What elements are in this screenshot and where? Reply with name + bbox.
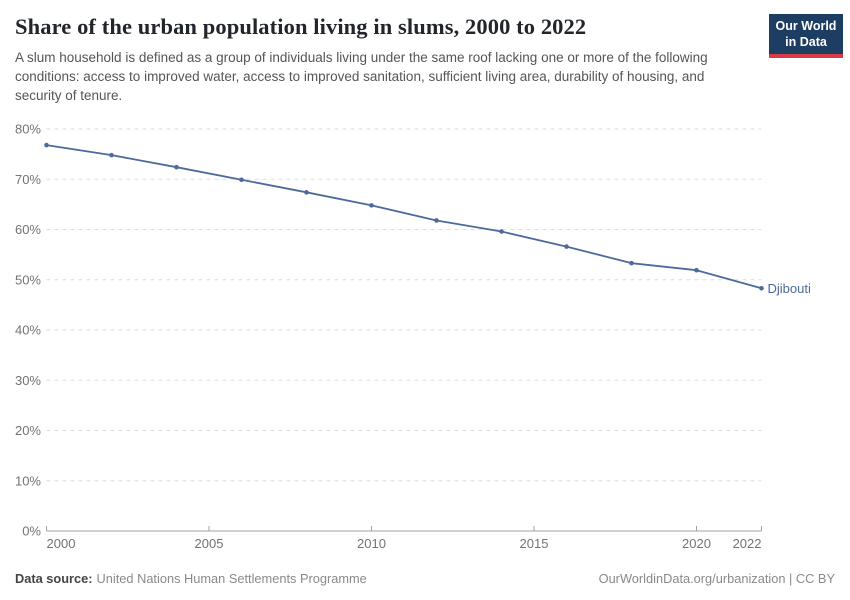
data-point: [239, 177, 244, 183]
data-point: [694, 267, 699, 273]
y-tick-label: 10%: [15, 473, 41, 488]
data-source: Data source: United Nations Human Settlem…: [15, 571, 367, 586]
y-tick-label: 20%: [15, 423, 41, 438]
y-tick-label: 40%: [15, 323, 41, 338]
series-line: [45, 144, 763, 290]
owid-logo-line1: Our World: [775, 19, 837, 33]
owid-logo-line2: in Data: [785, 34, 827, 49]
data-point: [109, 152, 114, 158]
data-point: [499, 229, 504, 234]
x-tick-label: 2005: [195, 536, 224, 551]
chart-header: Share of the urban population living in …: [15, 14, 760, 106]
data-point: [434, 218, 439, 223]
data-source-label: Data source:: [15, 571, 93, 586]
x-tick-label: 2020: [682, 536, 711, 551]
data-point: [629, 260, 634, 266]
x-tick-label: 2010: [357, 536, 386, 551]
y-tick-label: 60%: [15, 222, 41, 237]
y-tick-label: 50%: [15, 272, 41, 287]
data-point: [304, 190, 309, 195]
data-point: [174, 164, 179, 170]
data-point: [44, 142, 49, 148]
chart-title: Share of the urban population living in …: [15, 14, 587, 39]
data-source-value: United Nations Human Settlements Program…: [96, 571, 367, 586]
series-label[interactable]: Djibouti: [768, 281, 811, 296]
data-point: [759, 285, 764, 291]
y-tick-label: 80%: [15, 122, 41, 137]
y-tick-label: 70%: [15, 172, 41, 187]
data-point: [369, 203, 374, 208]
chart-subtitle: A slum household is defined as a group o…: [15, 49, 708, 103]
chart-footer: Data source: United Nations Human Settlem…: [15, 571, 835, 586]
y-tick-label: 0%: [22, 524, 41, 539]
data-point: [564, 244, 569, 249]
x-tick-label: 2022: [733, 536, 762, 551]
owid-logo[interactable]: Our World in Data: [769, 14, 843, 59]
attribution-link[interactable]: OurWorldinData.org/urbanization | CC BY: [598, 571, 835, 586]
y-tick-label: 30%: [15, 373, 41, 388]
x-tick-label: 2000: [47, 536, 76, 551]
x-tick-label: 2015: [520, 536, 549, 551]
